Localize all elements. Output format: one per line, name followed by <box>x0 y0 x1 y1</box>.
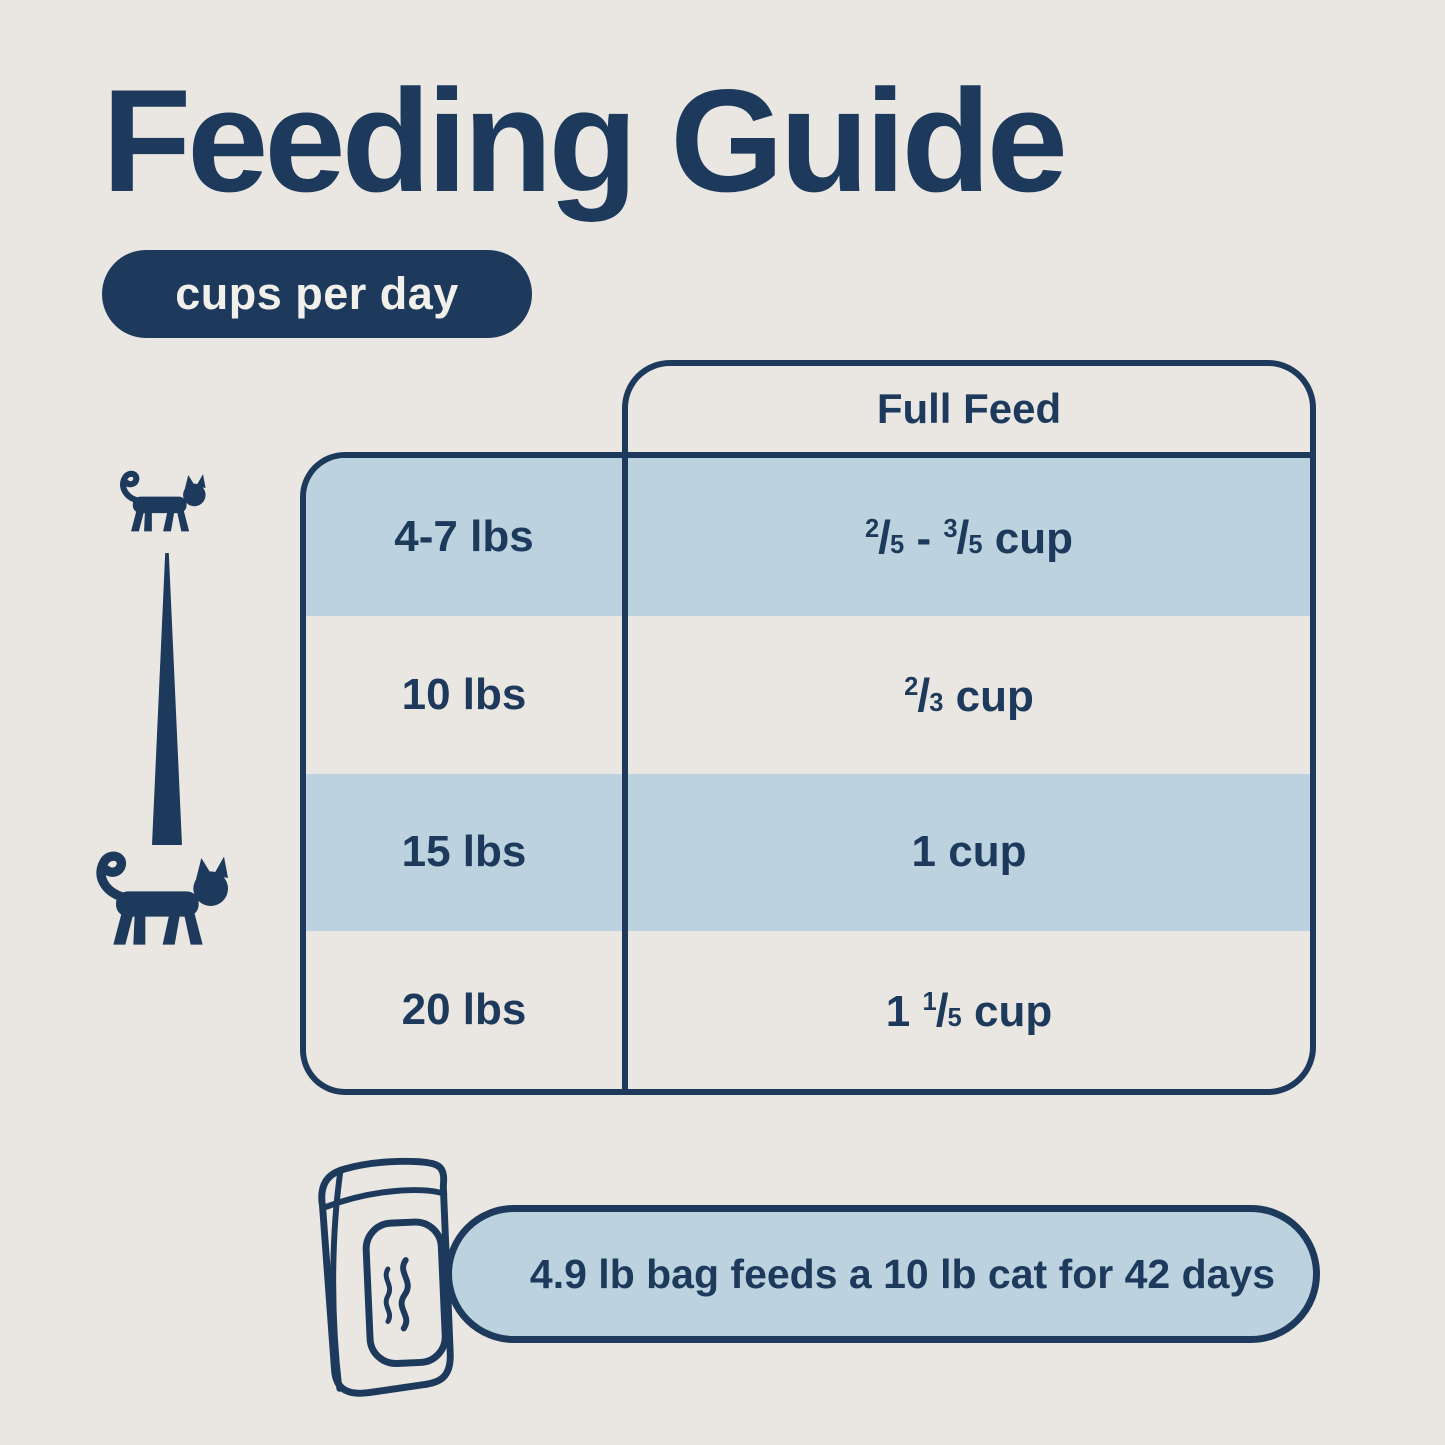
column-header-label: Full Feed <box>876 385 1062 432</box>
large-cat-icon <box>96 851 228 945</box>
small-cat-icon <box>120 470 206 532</box>
bag-note-pill: 4.9 lb bag feeds a 10 lb cat for 42 days <box>445 1205 1320 1343</box>
size-taper-icon <box>152 553 182 845</box>
weight-label: 10 lbs <box>401 669 527 719</box>
column-header: Full Feed <box>628 366 1310 458</box>
badge-label: cups per day <box>175 268 459 319</box>
weight-column-box: 4-7 lbs 10 lbs 15 lbs 20 lbs <box>300 452 622 1095</box>
cups-per-day-badge: cups per day <box>102 250 532 338</box>
bag-note-text: 4.9 lb bag feeds a 10 lb cat for 42 days <box>529 1250 1276 1297</box>
table-row-value: 1 cup <box>628 773 1310 932</box>
value-rows: 2/5 - 3/5 cup 2/3 cup 1 cup 1 1/5 cup <box>628 458 1310 1089</box>
table-row-value: 2/3 cup <box>628 616 1310 774</box>
weight-rows: 4-7 lbs 10 lbs 15 lbs 20 lbs <box>306 458 622 1089</box>
table-row-value: 1 1/5 cup <box>628 931 1310 1089</box>
table-row-weight: 20 lbs <box>306 931 622 1089</box>
weight-label: 15 lbs <box>401 827 527 877</box>
value-label: 1 cup <box>911 827 1027 877</box>
table-row-value: 2/5 - 3/5 cup <box>628 458 1310 616</box>
weight-label: 4-7 lbs <box>394 511 534 561</box>
value-label: 2/5 - 3/5 cup <box>864 510 1074 563</box>
table-row-weight: 10 lbs <box>306 616 622 774</box>
table-row-weight: 15 lbs <box>306 773 622 932</box>
page-title: Feeding Guide <box>102 59 1068 222</box>
full-feed-column-box: Full Feed 2/5 - 3/5 cup 2/3 cup 1 cup 1 1/5… <box>622 360 1316 1095</box>
value-label: 1 1/5 cup <box>885 984 1053 1037</box>
table-row-weight: 4-7 lbs <box>306 458 622 616</box>
steam-icon <box>383 1257 411 1332</box>
weight-label: 20 lbs <box>401 985 527 1035</box>
food-bag-icon <box>318 1157 454 1397</box>
value-label: 2/3 cup <box>904 668 1034 721</box>
